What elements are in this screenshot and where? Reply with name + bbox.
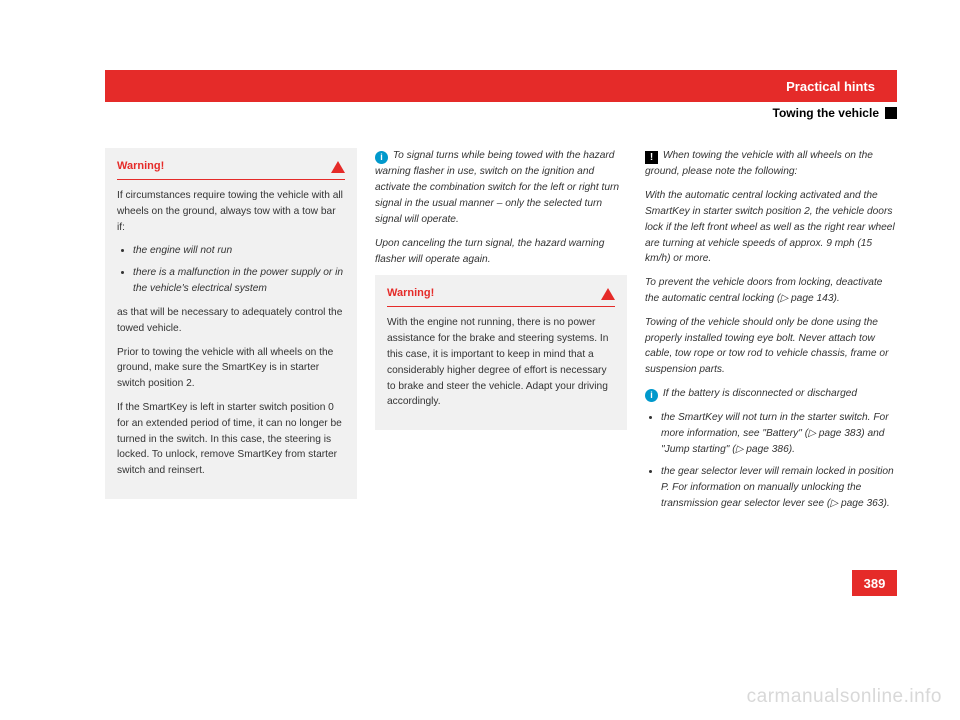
warning-title: Warning! (117, 158, 164, 175)
warning-triangle-icon (601, 288, 615, 300)
body-text: To prevent the vehicle doors from lockin… (645, 275, 897, 307)
section-title: Towing the vehicle (773, 106, 879, 120)
column-2: i To signal turns while being towed with… (375, 148, 627, 519)
manual-page: Practical hints Towing the vehicle Warni… (105, 70, 897, 670)
warning-header: Warning! (387, 285, 615, 307)
warning-box-2: Warning! With the engine not running, th… (375, 275, 627, 430)
info-icon: i (375, 151, 388, 164)
page-number-tab: 389 (852, 570, 897, 596)
info-paragraph: i To signal turns while being towed with… (375, 148, 627, 228)
body-text: Towing of the vehicle should only be don… (645, 315, 897, 378)
list-item: the engine will not run (133, 243, 345, 259)
warning-box-1: Warning! If circumstances require towing… (105, 148, 357, 499)
info-list: the SmartKey will not turn in the starte… (645, 410, 897, 511)
warning-triangle-icon (331, 161, 345, 173)
column-3: ! When towing the vehicle with all wheel… (645, 148, 897, 519)
warning-text: If the SmartKey is left in starter switc… (117, 400, 345, 479)
watermark: carmanualsonline.info (747, 686, 942, 708)
info-text: If the battery is disconnected or discha… (663, 388, 857, 399)
info-icon: i (645, 389, 658, 402)
page-number: 389 (864, 576, 886, 591)
alert-icon: ! (645, 151, 658, 164)
list-item: the gear selector lever will remain lock… (661, 464, 897, 511)
warning-text: If circumstances require towing the vehi… (117, 188, 345, 235)
content-columns: Warning! If circumstances require towing… (105, 148, 897, 519)
info-text: To signal turns while being towed with t… (375, 150, 619, 225)
warning-list: the engine will not run there is a malfu… (117, 243, 345, 296)
body-text: With the automatic central locking activ… (645, 188, 897, 267)
list-item: the SmartKey will not turn in the starte… (661, 410, 897, 457)
chapter-header-bar: Practical hints (105, 70, 897, 102)
warning-header: Warning! (117, 158, 345, 180)
alert-text: When towing the vehicle with all wheels … (645, 150, 873, 177)
info-paragraph: i If the battery is disconnected or disc… (645, 386, 897, 402)
warning-text: With the engine not running, there is no… (387, 315, 615, 410)
chapter-title: Practical hints (786, 79, 875, 94)
section-header: Towing the vehicle (773, 106, 897, 120)
list-item: there is a malfunction in the power supp… (133, 265, 345, 297)
warning-text: Prior to towing the vehicle with all whe… (117, 345, 345, 392)
alert-paragraph: ! When towing the vehicle with all wheel… (645, 148, 897, 180)
warning-title: Warning! (387, 285, 434, 302)
section-marker-icon (885, 107, 897, 119)
column-1: Warning! If circumstances require towing… (105, 148, 357, 519)
warning-text: as that will be necessary to adequately … (117, 305, 345, 337)
info-paragraph: Upon canceling the turn signal, the haza… (375, 236, 627, 268)
